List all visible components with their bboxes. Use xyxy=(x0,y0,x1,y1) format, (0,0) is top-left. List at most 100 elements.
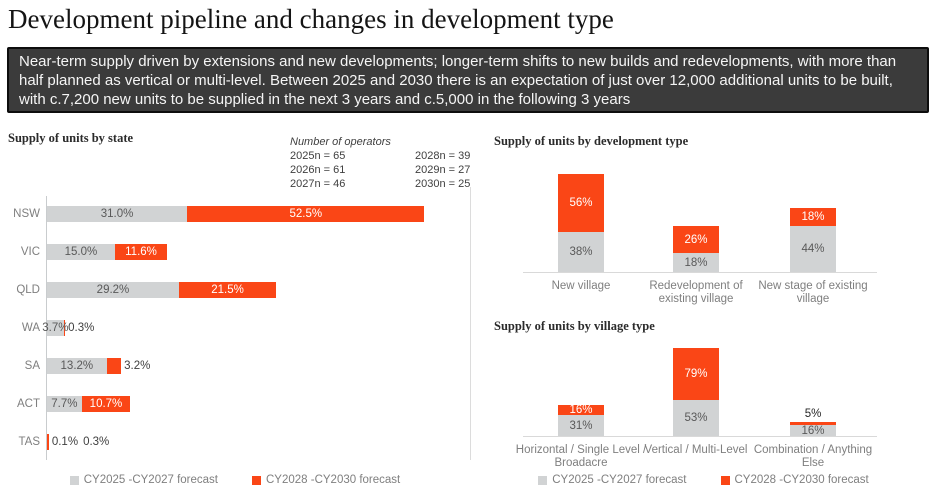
state-row: ACT 7.7% 10.7% xyxy=(0,396,470,412)
bar-value-label: 79% xyxy=(684,368,708,381)
bar-value-label: 13.2% xyxy=(60,360,94,372)
bar-value-label: 18% xyxy=(801,210,825,223)
bar-value-label: 5% xyxy=(804,407,822,420)
category-label: QLD xyxy=(16,284,40,296)
near-term-swatch-icon xyxy=(69,475,79,485)
bar-value-label: 16% xyxy=(569,403,593,416)
category-label: Redevelopment of existing village xyxy=(649,280,743,305)
operators-entry: 2028n = 39 xyxy=(415,150,471,162)
number-of-operators: Number of operators 2025n = 65 2026n = 6… xyxy=(290,135,470,190)
category-label: WA xyxy=(21,322,40,334)
village-chart-title: Supply of units by village type xyxy=(494,319,655,333)
operators-column-1: 2025n = 65 2026n = 61 2027n = 46 xyxy=(290,149,345,191)
bar-segment-near-term xyxy=(47,320,64,336)
category-label: Horizontal / Single Level / Broadacre xyxy=(515,444,647,469)
state-row: VIC 15.0% 11.6% xyxy=(0,244,470,260)
bar-segment-long-term xyxy=(558,174,604,233)
bar-segment-long-term xyxy=(673,347,719,401)
category-label: Combination / Anything Else xyxy=(753,444,873,469)
bar-value-label: 10.7% xyxy=(89,398,123,410)
bar-segment-near-term xyxy=(673,400,719,436)
bar-value-label: 15.0% xyxy=(64,246,98,258)
bar-segment-long-term xyxy=(673,226,719,254)
bar-segment-near-term xyxy=(47,206,188,222)
state-row: TAS 0.1% 0.3% xyxy=(0,434,470,450)
operators-entry: 2025n = 65 xyxy=(290,150,346,162)
legend-label: CY2025 -CY2027 forecast xyxy=(552,474,687,486)
category-label: VIC xyxy=(20,246,40,258)
bar-value-label: 11.6% xyxy=(125,246,157,258)
village-chart-legend: CY2025 -CY2027 forecast CY2028 -CY2030 f… xyxy=(470,474,937,486)
bar-value-label: 0.1% xyxy=(51,436,79,448)
state-row: NSW 31.0% 52.5% xyxy=(0,206,470,222)
operators-entry: 2030n = 25 xyxy=(415,178,471,190)
legend-label: CY2025 -CY2027 forecast xyxy=(83,474,218,486)
state-row: WA 3.7% 0.3% xyxy=(0,320,470,336)
outside-labels: 0.1% 0.3% xyxy=(52,434,109,450)
state-chart-plot: NSW 31.0% 52.5% VIC 15.0% 11.6% QLD 29.2% 21.5% W… xyxy=(0,196,470,464)
bar-value-label: 0.3% xyxy=(83,436,110,448)
page-title: Development pipeline and changes in deve… xyxy=(8,4,614,34)
bar-value-label: 53% xyxy=(684,412,708,425)
state-row: SA 13.2% 3.2% xyxy=(0,358,470,374)
near-term-swatch-icon xyxy=(538,475,548,485)
bar-value-label: 3.7% xyxy=(42,322,69,334)
development-chart-title: Supply of units by development type xyxy=(494,134,689,148)
bar-segment-long-term xyxy=(81,396,131,412)
legend-item-long-term: CY2028 -CY2030 forecast xyxy=(252,474,400,486)
bar-value-label: 0.3% xyxy=(68,322,95,334)
category-label: New village xyxy=(551,280,611,292)
bar-value-label: 31.0% xyxy=(100,208,134,220)
bar-segment-near-term xyxy=(790,425,836,436)
bar-segment-long-term xyxy=(187,206,425,222)
bar-segment-long-term xyxy=(790,421,836,426)
category-label: New stage of existing village xyxy=(758,280,868,305)
y-axis-line xyxy=(46,196,47,460)
state-chart-legend: CY2025 -CY2027 forecast CY2028 -CY2030 f… xyxy=(0,474,470,486)
category-label: ACT xyxy=(17,398,40,410)
bar-segment-near-term xyxy=(47,244,115,260)
summary-banner: Near-term supply driven by extensions an… xyxy=(7,47,929,113)
bar-segment-long-term xyxy=(790,207,836,227)
operators-entry: 2027n = 46 xyxy=(290,178,346,190)
bar-value-label: 16% xyxy=(801,424,825,437)
legend-label: CY2028 -CY2030 forecast xyxy=(266,474,401,486)
panel-divider xyxy=(470,187,471,460)
bar-segment-long-term xyxy=(558,404,604,416)
bar-value-label: 3.2% xyxy=(124,360,151,372)
bar-segment-long-term xyxy=(47,434,49,450)
operators-column-2: 2028n = 39 2029n = 27 2030n = 25 xyxy=(415,149,470,191)
bar-segment-long-term xyxy=(178,282,277,298)
long-term-swatch-icon xyxy=(252,475,261,485)
legend-item-near-term: CY2025 -CY2027 forecast xyxy=(69,474,218,486)
bar-value-label: 31% xyxy=(569,419,593,432)
bar-segment-near-term xyxy=(558,232,604,272)
category-label: TAS xyxy=(18,436,40,448)
outside-labels: 3.2% xyxy=(124,358,150,374)
bar-value-label: 52.5% xyxy=(289,208,323,220)
bar-segment-near-term xyxy=(47,282,179,298)
bar-segment-near-term xyxy=(47,396,82,412)
operators-title: Number of operators xyxy=(290,136,391,148)
legend-item-long-term: CY2028 -CY2030 forecast xyxy=(720,474,869,486)
x-axis-line xyxy=(523,436,877,437)
operators-entry: 2026n = 61 xyxy=(290,164,346,176)
outside-labels: 0.3% xyxy=(68,320,94,336)
bar-value-label: 7.7% xyxy=(51,398,78,410)
long-term-swatch-icon xyxy=(720,475,730,485)
category-label: NSW xyxy=(13,208,40,220)
bar-segment-near-term xyxy=(558,415,604,436)
operators-entry: 2029n = 27 xyxy=(415,164,471,176)
state-row: QLD 29.2% 21.5% xyxy=(0,282,470,298)
x-axis-line xyxy=(523,272,877,273)
bar-value-label: 38% xyxy=(569,246,593,259)
bar-segment-near-term xyxy=(790,226,836,272)
bar-value-label: 26% xyxy=(684,233,708,246)
bar-value-label: 56% xyxy=(569,197,593,210)
bar-value-label: 21.5% xyxy=(211,284,244,296)
category-label: Vertical / Multi-Level xyxy=(644,444,748,456)
state-chart-title: Supply of units by state xyxy=(8,131,134,145)
bar-segment-long-term xyxy=(106,358,122,374)
legend-item-near-term: CY2025 -CY2027 forecast xyxy=(538,474,687,486)
